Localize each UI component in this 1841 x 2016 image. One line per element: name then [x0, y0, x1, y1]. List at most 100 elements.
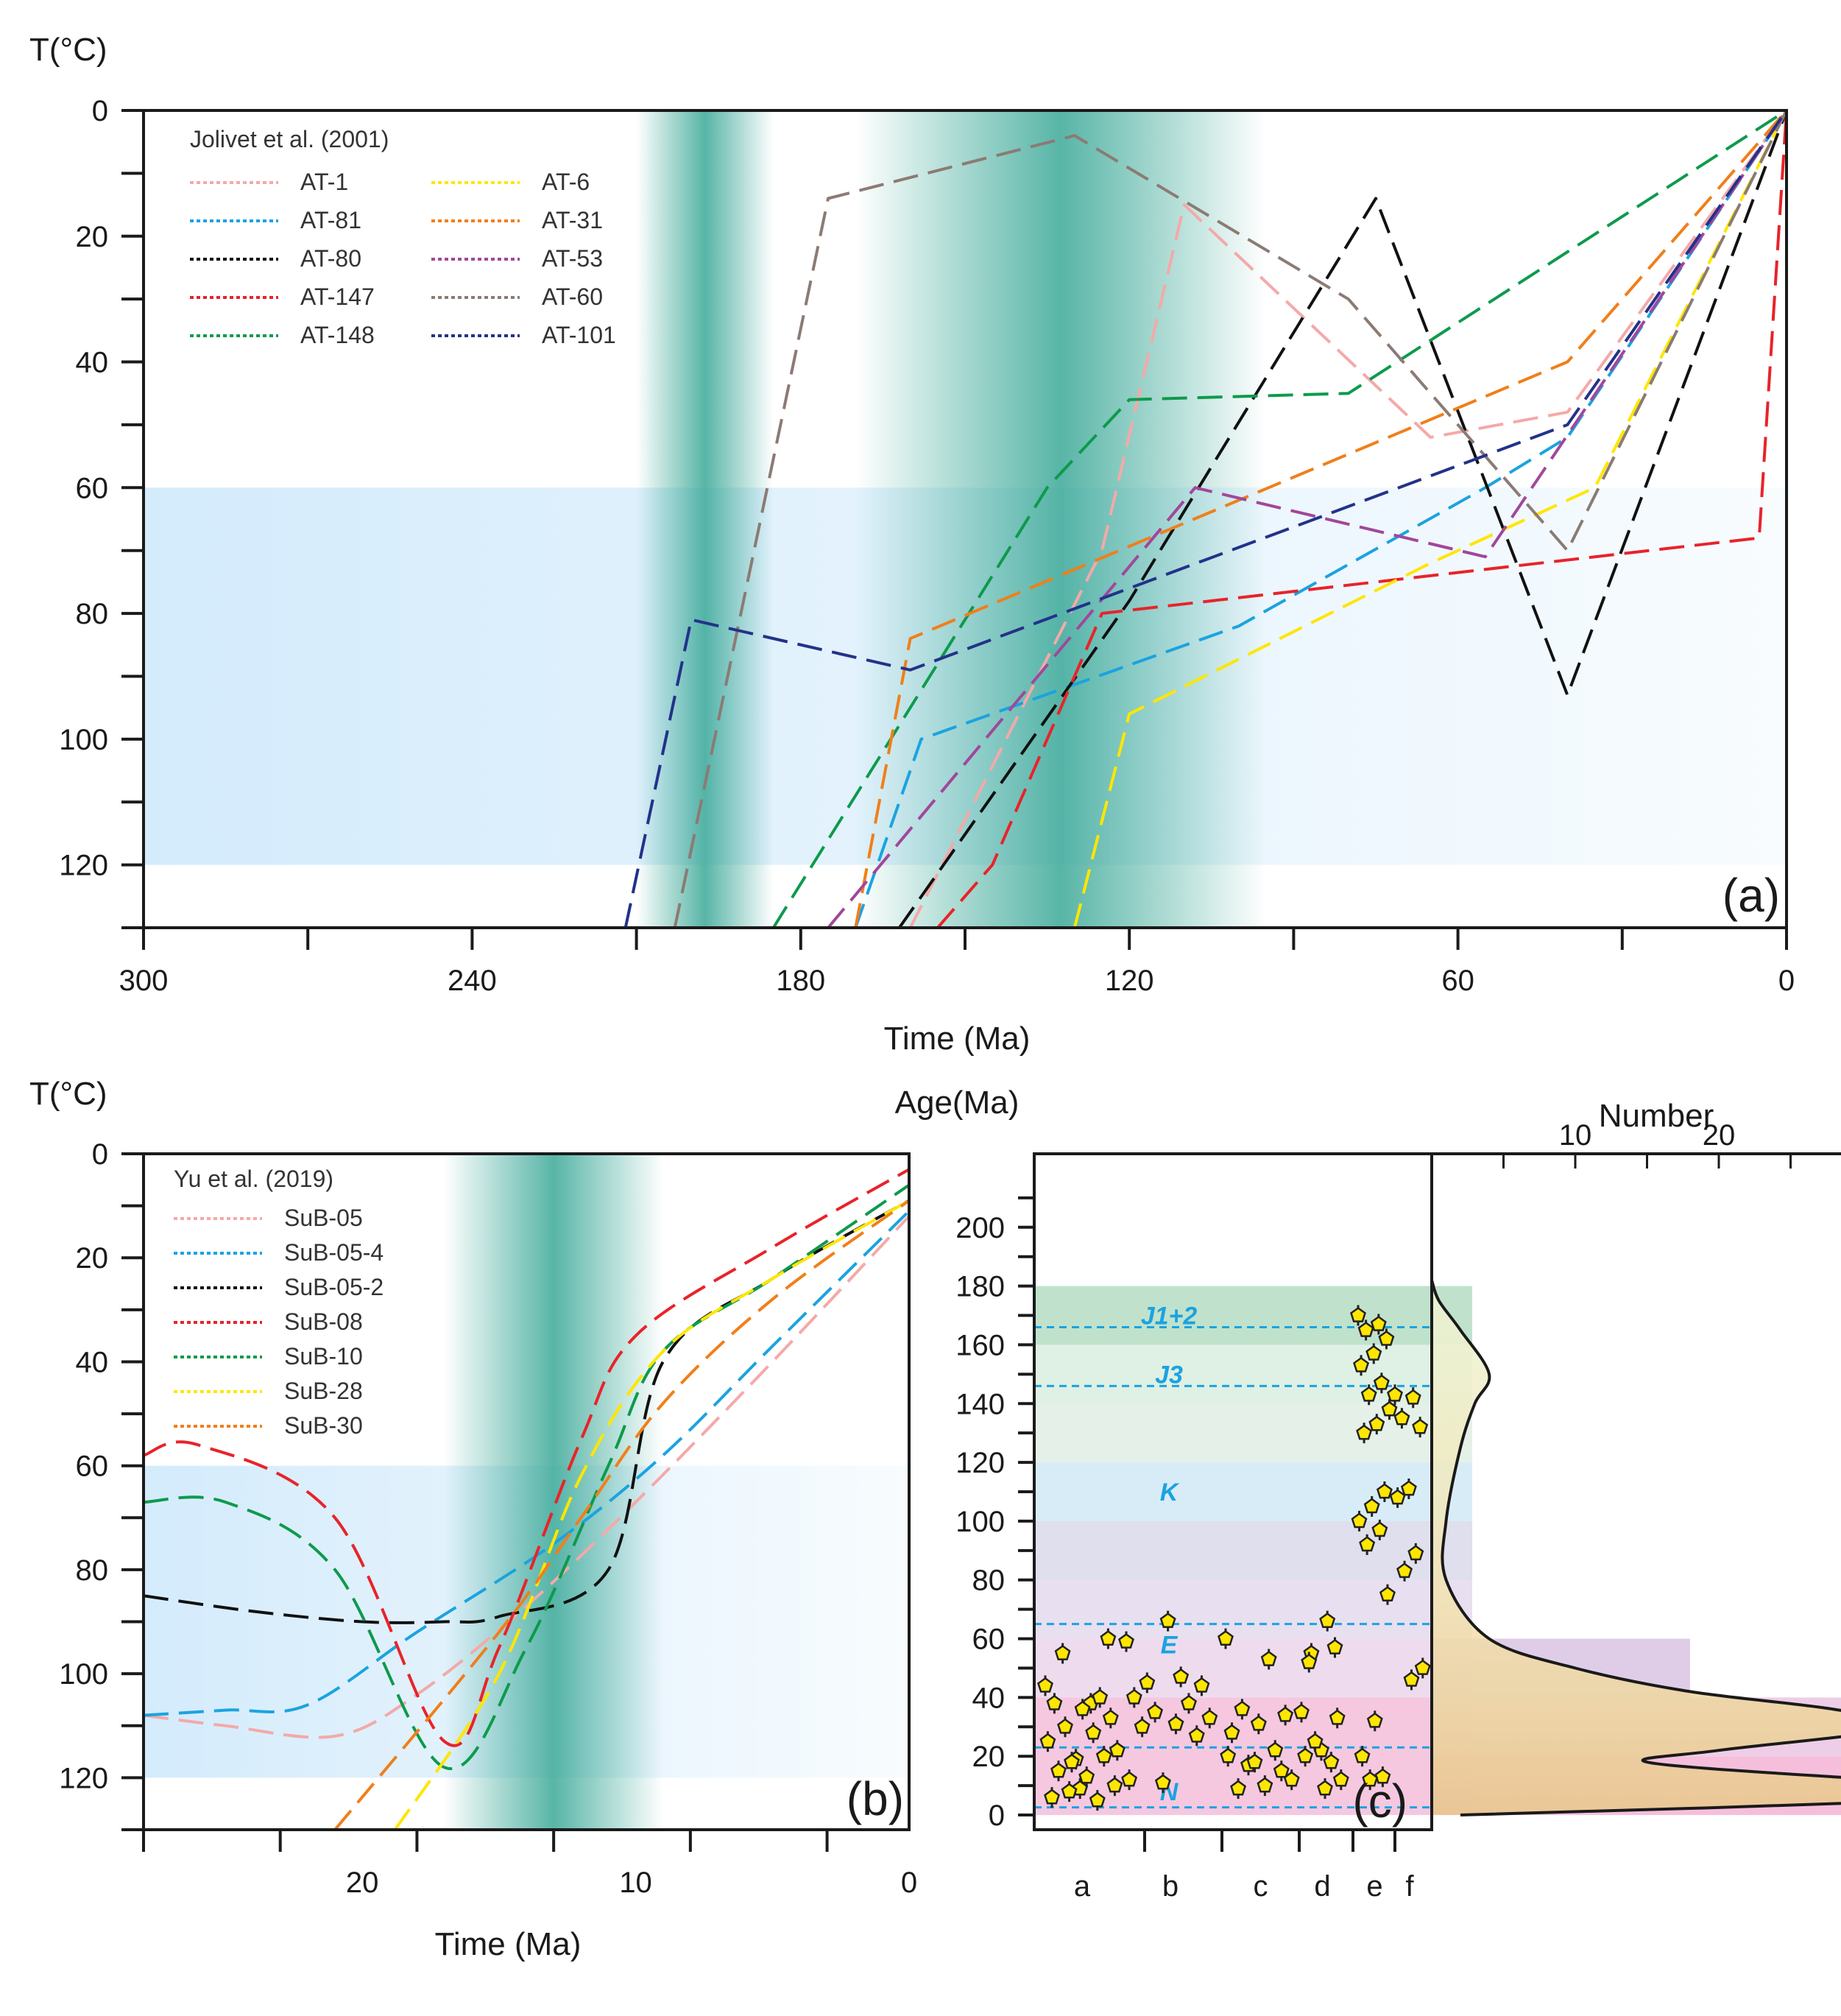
legend-label-sub-30: SuB-30: [284, 1412, 363, 1439]
series-line-sub-30: [333, 1199, 909, 1830]
panel-b-legend-title: Yu et al. (2019): [174, 1166, 333, 1192]
panel-a-thermal-history: 300 240 180 120 60 0 0 20 40 60 80 100 120 T(°C) Ti…: [29, 32, 1795, 1057]
data-point-b: [1167, 1715, 1184, 1731]
data-point-e: [1365, 1344, 1382, 1361]
data-point-a: [1054, 1644, 1071, 1660]
b-y-tick-label: 60: [76, 1451, 109, 1483]
data-point-a: [1057, 1718, 1073, 1734]
data-point-f: [1404, 1389, 1421, 1405]
data-point-e: [1354, 1747, 1371, 1763]
data-point-b: [1173, 1668, 1190, 1684]
data-point-d: [1323, 1753, 1340, 1769]
panel-b-y-label: T(°C): [29, 1076, 107, 1112]
data-point-e: [1376, 1483, 1393, 1499]
panel-b-y-axis: 0 20 40 60 80 100 120: [59, 1138, 144, 1831]
panel-b-x-label: Time (Ma): [435, 1926, 582, 1962]
data-point-d: [1301, 1653, 1318, 1669]
data-point-c: [1277, 1706, 1294, 1722]
data-point-e: [1356, 1424, 1373, 1440]
kde-curve: [1430, 1279, 1841, 1816]
a-y-tick-label: 60: [76, 472, 109, 504]
data-point-a: [1102, 1709, 1119, 1725]
data-point-f: [1403, 1671, 1420, 1687]
b-y-tick-label: 40: [76, 1346, 109, 1378]
legend-label-sub-08: SuB-08: [284, 1308, 363, 1335]
data-point-d: [1326, 1638, 1343, 1654]
series-line-sub-08: [144, 1168, 909, 1747]
data-point-e: [1371, 1521, 1388, 1537]
data-point-b: [1188, 1727, 1205, 1743]
data-point-a: [1037, 1677, 1053, 1693]
panel-a-x-axis: 300 240 180 120 60 0: [119, 928, 1795, 997]
panel-a-series: [623, 110, 1787, 928]
series-line-sub-10: [144, 1183, 909, 1771]
legend-label-at-80: AT-80: [300, 245, 361, 272]
era-label-j3: J3: [1155, 1361, 1183, 1389]
series-line-at-101: [623, 110, 1787, 928]
data-point-a: [1100, 1630, 1117, 1646]
panel-c-label: (c): [1352, 1774, 1407, 1828]
data-point-e: [1368, 1415, 1385, 1431]
data-point-e: [1378, 1330, 1395, 1346]
a-x-tick-label: 0: [1778, 965, 1795, 997]
data-point-e: [1379, 1586, 1396, 1602]
data-point-a: [1092, 1688, 1109, 1705]
data-point-a: [1039, 1733, 1056, 1749]
b-y-tick-label: 120: [59, 1762, 108, 1794]
data-point-d: [1297, 1747, 1314, 1763]
c-number-tick-label: 20: [1703, 1119, 1736, 1152]
b-y-tick-label: 0: [92, 1138, 108, 1171]
data-point-e: [1350, 1306, 1366, 1322]
b-x-tick-label: 10: [619, 1867, 652, 1899]
legend-label-at-53: AT-53: [542, 245, 603, 272]
data-point-c: [1257, 1777, 1273, 1793]
data-point-a: [1064, 1753, 1080, 1769]
c-y-tick-label: 100: [955, 1506, 1005, 1538]
panel-a-y-label: T(°C): [29, 32, 107, 68]
legend-label-at-1: AT-1: [300, 169, 348, 195]
data-point-a: [1085, 1724, 1102, 1740]
panel-c-y-axis: 0 20 40 60 80 100 120 140 160 180 200: [955, 1196, 1034, 1832]
c-y-tick-label: 20: [972, 1741, 1006, 1773]
data-point-b: [1121, 1771, 1138, 1787]
series-line-sub-05: [144, 1215, 909, 1739]
data-point-b: [1118, 1633, 1134, 1649]
series-line-at-80: [898, 110, 1787, 928]
data-point-e: [1353, 1356, 1370, 1372]
group-label-a: a: [1074, 1870, 1091, 1903]
data-point-c: [1267, 1741, 1284, 1758]
data-point-e: [1374, 1768, 1391, 1784]
b-y-tick-label: 80: [76, 1554, 109, 1587]
panel-a-legend: AT-1 AT-81 AT-80 AT-147 AT-148 AT-6 AT-31 AT-53…: [190, 169, 616, 348]
data-point-e: [1381, 1400, 1398, 1417]
c-y-tick-label: 200: [955, 1212, 1005, 1244]
data-point-c: [1246, 1753, 1263, 1769]
data-point-b: [1139, 1674, 1156, 1690]
data-point-e: [1370, 1315, 1387, 1331]
era-label-e: E: [1161, 1632, 1179, 1660]
legend-label-at-81: AT-81: [300, 207, 361, 233]
panel-b-series: [144, 1168, 909, 1830]
group-label-c: c: [1254, 1870, 1268, 1903]
panel-c-y-label: Age(Ma): [895, 1085, 1020, 1121]
data-point-a: [1074, 1700, 1091, 1716]
panel-a-cooling-bands: [636, 110, 1267, 928]
group-label-b: b: [1162, 1870, 1179, 1903]
b-y-tick-label: 20: [76, 1242, 109, 1275]
a-cooling-band-1: [636, 110, 774, 928]
series-line-at-148: [771, 110, 1787, 928]
series-line-at-6: [1073, 110, 1787, 928]
a-y-tick-label: 100: [59, 724, 108, 756]
a-x-tick-label: 60: [1441, 965, 1474, 997]
data-point-c: [1260, 1650, 1277, 1666]
legend-label-sub-10: SuB-10: [284, 1343, 363, 1370]
data-point-a: [1044, 1788, 1060, 1805]
data-point-d: [1317, 1780, 1333, 1796]
b-x-tick-label: 20: [346, 1867, 379, 1899]
c-y-tick-label: 120: [955, 1447, 1005, 1479]
data-point-d: [1332, 1771, 1349, 1787]
kde-fill: [1432, 1280, 1841, 1815]
panel-b-cooling-bands: [444, 1154, 663, 1830]
legend-label-sub-05-2: SuB-05-2: [284, 1274, 384, 1300]
